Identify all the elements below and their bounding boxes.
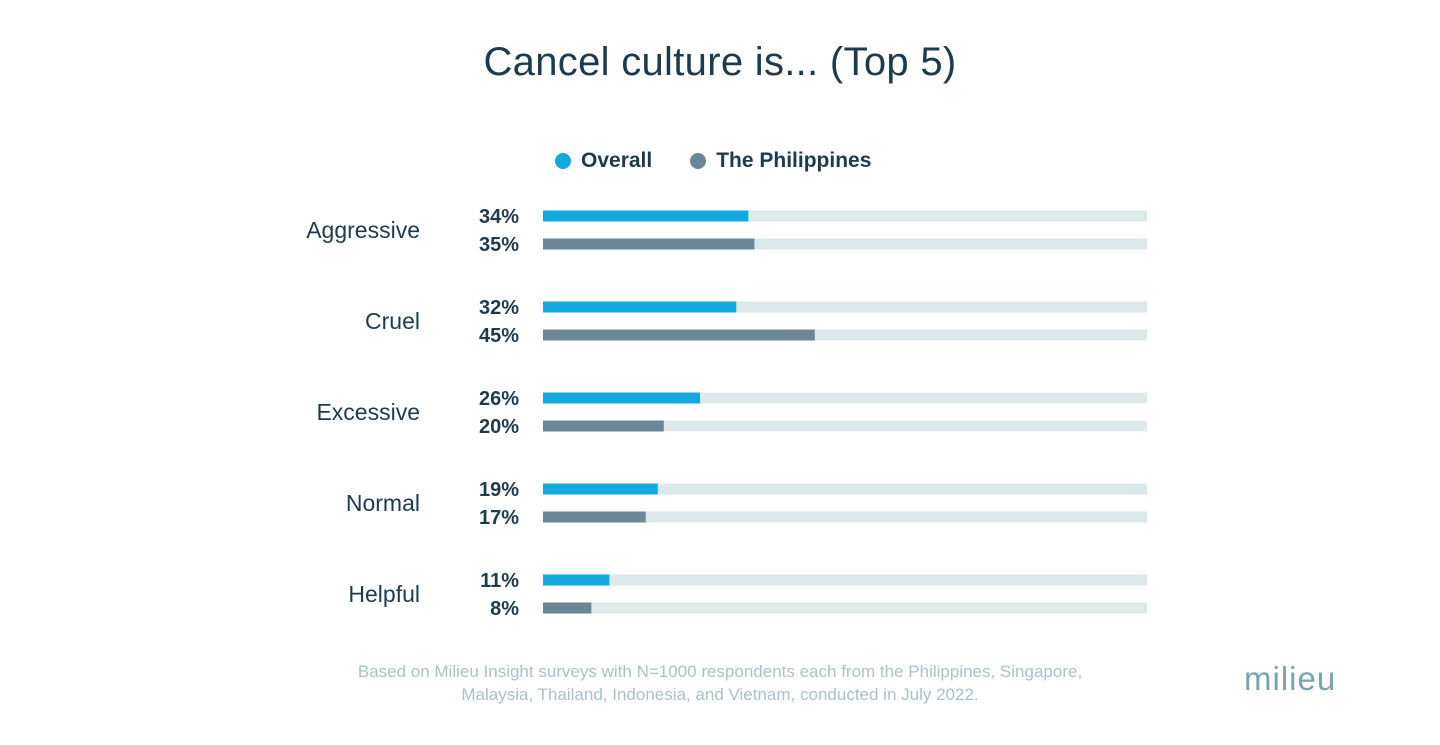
legend-item-overall: Overall xyxy=(555,149,652,173)
value-label-overall: 34% xyxy=(479,206,519,228)
legend-dot-philippines xyxy=(690,153,707,169)
value-label-overall: 11% xyxy=(480,570,519,592)
category-label: Helpful xyxy=(348,581,420,607)
bar-overall xyxy=(543,301,737,313)
value-label-the-philippines: 35% xyxy=(479,234,519,256)
bar-overall xyxy=(543,483,658,495)
legend-label-overall: Overall xyxy=(581,149,653,172)
value-label-overall: 19% xyxy=(479,479,519,501)
footnote: Based on Milieu Insight surveys with N=1… xyxy=(270,660,1170,706)
bar-group-normal: Normal 19% 17% xyxy=(346,479,1147,529)
category-label: Excessive xyxy=(316,399,420,425)
bar-track xyxy=(543,511,1147,523)
bar-track xyxy=(543,420,1147,432)
bar-track xyxy=(543,483,1147,495)
bar-the-philippines xyxy=(543,238,755,250)
chart-title: Cancel culture is... (Top 5) xyxy=(483,40,957,84)
bar-group-excessive: Excessive 26% 20% xyxy=(316,388,1147,438)
footnote-line-1: Based on Milieu Insight surveys with N=1… xyxy=(357,662,1083,681)
value-label-the-philippines: 20% xyxy=(479,416,519,438)
legend: Overall The Philippines xyxy=(555,146,909,176)
bar-group-helpful: Helpful 11% 8% xyxy=(348,570,1147,620)
bar-overall xyxy=(543,574,610,586)
value-label-the-philippines: 45% xyxy=(479,325,519,347)
value-label-overall: 32% xyxy=(479,297,519,319)
bar-track xyxy=(543,210,1147,222)
value-label-overall: 26% xyxy=(479,388,519,410)
footnote-line-2: Malaysia, Thailand, Indonesia, and Vietn… xyxy=(461,685,979,704)
legend-label-philippines: The Philippines xyxy=(716,149,872,172)
bar-group-aggressive: Aggressive 34% 35% xyxy=(306,206,1147,256)
milieu-logo: milieu xyxy=(1244,660,1337,697)
category-label: Aggressive xyxy=(306,217,420,243)
bar-track xyxy=(543,392,1147,404)
value-label-the-philippines: 17% xyxy=(479,507,519,529)
bar-the-philippines xyxy=(543,329,815,341)
bar-track xyxy=(543,329,1147,341)
bar-the-philippines xyxy=(543,511,646,523)
bar-track xyxy=(543,602,1147,614)
bar-the-philippines xyxy=(543,420,664,432)
category-label: Cruel xyxy=(365,308,420,334)
bar-overall xyxy=(543,392,701,404)
legend-dot-overall xyxy=(555,153,571,169)
bar-overall xyxy=(543,210,749,222)
value-label-the-philippines: 8% xyxy=(490,598,519,620)
bar-track xyxy=(543,238,1147,250)
category-label: Normal xyxy=(346,490,420,516)
bar-group-cruel: Cruel 32% 45% xyxy=(365,297,1147,347)
bar-the-philippines xyxy=(543,602,592,614)
bar-track xyxy=(543,301,1147,313)
bar-track xyxy=(543,574,1147,586)
legend-item-philippines: The Philippines xyxy=(690,149,871,173)
